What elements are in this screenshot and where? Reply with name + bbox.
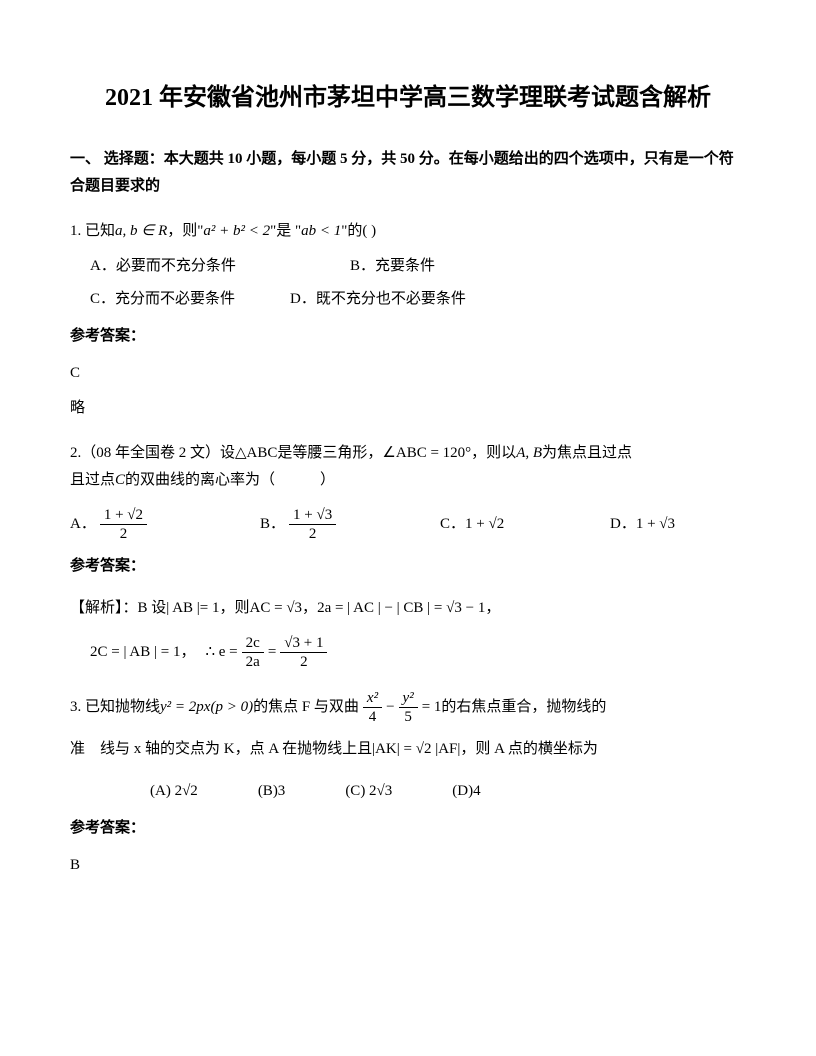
q2-l2b: ，: [180, 639, 195, 666]
q3-eq2-end: = 1: [422, 694, 442, 721]
q2-l2-num2: √3 + 1: [280, 634, 327, 653]
q3-eq2-left: x² 4: [363, 689, 382, 726]
q2-prefix: 2.（08 年全国卷 2 文）设: [70, 440, 235, 467]
q3-eq2-r: y²: [399, 689, 418, 708]
q2-l2c: ∴ e =: [205, 639, 237, 666]
q3-line2b: ，则 A 点的横坐标为: [460, 736, 598, 763]
q2-angle: ∠ABC = 120°: [382, 440, 471, 467]
q3-option-b: (B)3: [258, 778, 286, 805]
q2-mid2: ，则以: [471, 440, 516, 467]
q2-opta-den: 2: [100, 525, 147, 543]
q2-opta-label: A．: [70, 511, 96, 538]
q2-optc-val: 1 + √2: [465, 511, 504, 538]
q1-mid2: "是 ": [270, 218, 301, 245]
q2-answer-label: 参考答案：: [70, 553, 746, 580]
section-header: 一、 选择题：本大题共 10 小题，每小题 5 分，共 50 分。在每小题给出的…: [70, 146, 746, 200]
q1-answer-label: 参考答案：: [70, 323, 746, 350]
q1-option-b: B．充要条件: [350, 253, 610, 280]
q3-eq1: y² = 2px(p > 0): [160, 694, 253, 721]
q2-explain-label: 【解析】：B 设: [70, 595, 166, 622]
q2-s1: | AB |= 1: [166, 595, 219, 622]
page-title: 2021 年安徽省池州市茅坦中学高三数学理联考试题含解析: [70, 80, 746, 116]
q2-line2a: 且过点: [70, 467, 115, 494]
q1-prefix: 1. 已知: [70, 218, 115, 245]
q1-expr2: ab < 1: [301, 218, 341, 245]
q2-l2-den2: 2: [280, 653, 327, 671]
q1-suffix: "的( ): [341, 218, 376, 245]
q3-eq2-l: x²: [363, 689, 382, 708]
q2-s2: ，则: [220, 595, 250, 622]
q2-opta-num: 1 + √2: [100, 506, 147, 525]
q2-optb-num: 1 + √3: [289, 506, 336, 525]
q3-mid2: 的右焦点重合，抛物线的: [441, 694, 606, 721]
q2-optd-label: D．: [610, 511, 636, 538]
q3-eq2-m: −: [386, 694, 394, 721]
q3-answer: B: [70, 852, 746, 879]
q3-line2a: 准 线与 x 轴的交点为 K，点 A 在抛物线上且: [70, 736, 372, 763]
q3-eq2-right: y² 5: [399, 689, 418, 726]
q2-s5: 2a = | AC | − | CB | = √3 − 1: [317, 595, 485, 622]
q2-optc-label: C．: [440, 511, 465, 538]
q1-note: 略: [70, 395, 746, 422]
q2-s3: AC = √3: [250, 595, 303, 622]
q2-optb-den: 2: [289, 525, 336, 543]
q2-suffix: 的双曲线的离心率为（ ）: [125, 467, 335, 494]
q2-mid1: 是等腰三角形，: [277, 440, 382, 467]
q2-l2-eq: =: [268, 639, 276, 666]
q1-expr1: a² + b² < 2: [203, 218, 270, 245]
q2-l2-num1: 2c: [242, 634, 264, 653]
q2-triangle: △ABC: [235, 440, 277, 467]
q2-opta-frac: 1 + √2 2: [100, 506, 147, 543]
q1-option-c: C．充分而不必要条件: [90, 286, 290, 313]
q2-optb-frac: 1 + √3 2: [289, 506, 336, 543]
q3-eq2-rd: 5: [399, 708, 418, 726]
question-1: 1. 已知 a, b ∈ R ，则" a² + b² < 2 "是 " ab <…: [70, 218, 746, 313]
q2-mid3: 为焦点且过点: [542, 440, 632, 467]
q3-option-a: (A) 2√2: [150, 778, 198, 805]
q2-s6: ，: [485, 595, 500, 622]
q2-l2-den1: 2a: [242, 653, 264, 671]
question-3: 3. 已知抛物线 y² = 2px(p > 0) 的焦点 F 与双曲 x² 4 …: [70, 689, 746, 805]
q2-ptc: C: [115, 467, 125, 494]
q2-l2a: 2C = | AB | = 1: [90, 639, 180, 666]
q1-mid1: ，则": [167, 218, 203, 245]
q2-l2-frac2: √3 + 1 2: [280, 634, 327, 671]
q2-s4: ，: [302, 595, 317, 622]
q2-optb-label: B．: [260, 511, 285, 538]
q3-mid1: 的焦点 F 与双曲: [253, 694, 359, 721]
q3-eq2-ld: 4: [363, 708, 382, 726]
q3-option-c: (C) 2√3: [345, 778, 392, 805]
q3-answer-label: 参考答案：: [70, 815, 746, 842]
q3-option-d: (D)4: [452, 778, 480, 805]
q1-option-d: D．既不充分也不必要条件: [290, 286, 550, 313]
q3-prefix: 3. 已知抛物线: [70, 694, 160, 721]
q2-foci: A, B: [516, 440, 542, 467]
q1-cond: a, b ∈ R: [115, 218, 167, 245]
q2-optd-val: 1 + √3: [636, 511, 675, 538]
q3-eq3: |AK| = √2 |AF|: [372, 736, 460, 763]
question-2: 2.（08 年全国卷 2 文）设 △ABC 是等腰三角形， ∠ABC = 120…: [70, 440, 746, 543]
q2-l2-frac1: 2c 2a: [242, 634, 264, 671]
q1-answer: C: [70, 360, 746, 387]
q1-option-a: A．必要而不充分条件: [90, 253, 350, 280]
